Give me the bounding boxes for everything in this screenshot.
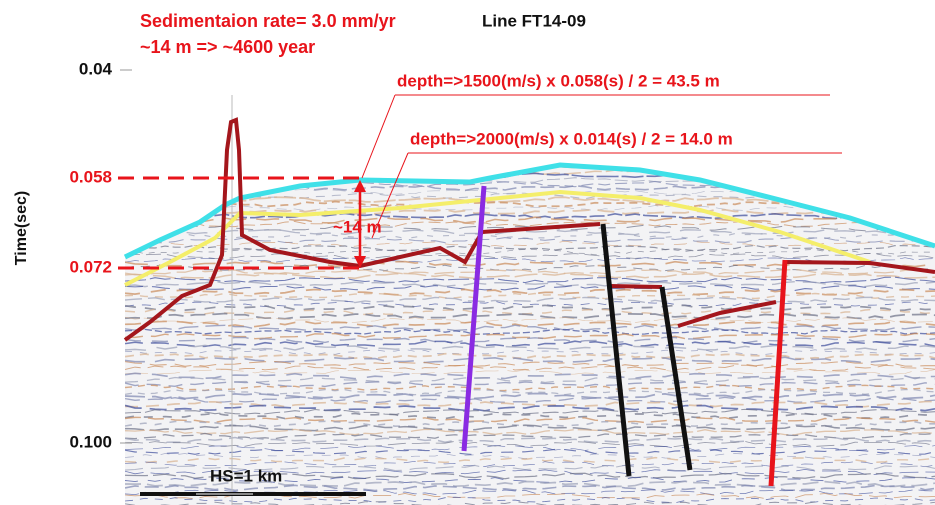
reflector [125,216,935,224]
arrow-head [354,180,366,192]
reflector [125,416,935,424]
red-horizon [785,260,935,274]
reflector [125,448,935,456]
fault [768,259,788,487]
reflector [125,456,935,464]
reflector [125,469,935,475]
reflector [125,428,935,436]
reflector [125,404,935,412]
reflector [125,165,935,168]
reflector [125,236,935,244]
reflector [125,328,935,336]
reflector [125,369,935,375]
seabed-horizon [123,162,935,260]
reflector [125,157,935,162]
reflector [125,257,935,263]
tick-label: 0.072 [69,257,112,276]
reflector [125,472,935,480]
axis-label: Time(sec) [13,191,30,265]
reflector [125,260,935,268]
reflector [125,244,935,252]
reflector [125,396,935,404]
reflector [125,249,935,256]
reflector [125,408,935,416]
reflector [125,436,935,444]
reflector [125,280,935,288]
line-title: Line FT14-09 [482,11,586,30]
tick-label: 0.058 [69,167,112,186]
reflector [125,253,935,260]
arrow-head [354,256,366,268]
reflector [125,208,935,215]
reflector [125,212,935,220]
reflector [125,381,935,388]
reflector [125,292,935,300]
reflector [125,204,935,212]
reflector [125,300,935,307]
reflector [125,284,935,291]
reflector [125,304,935,312]
reflector [125,424,935,432]
reflector [125,489,935,496]
reflector [125,372,935,380]
reflector [125,460,935,468]
tick-label: 0.04 [79,59,113,78]
scale-label: HS=1 km [210,466,282,485]
reflector [125,484,935,492]
reflector [125,356,935,364]
reflector [125,349,935,356]
red-horizon [609,284,663,289]
tick-label: 0.100 [69,432,112,451]
reflector [125,392,935,400]
fault [461,185,487,452]
age-text: ~14 m => ~4600 year [140,37,315,57]
reflector [125,464,935,472]
reflector [125,308,935,316]
reflector [125,344,935,351]
rate-text: Sedimentaion rate= 3.0 mm/yr [140,11,396,31]
reflector [125,268,935,276]
reflector [125,324,935,332]
reflector [125,240,935,247]
reflector [125,228,935,236]
reflector [125,445,935,451]
reflector [125,360,935,368]
reflector [125,420,935,428]
reflector [125,340,935,348]
reflector [125,480,935,488]
yellow-horizon [124,189,871,287]
reflector [125,376,935,384]
reflector [125,412,935,420]
reflector [125,316,935,323]
fault [659,286,693,471]
thickness-label: ~14 m [333,217,382,236]
reflector [125,440,935,448]
reflector [125,221,935,228]
reflector [125,476,935,484]
red-horizon [677,300,777,328]
reflector [125,276,935,284]
reflector [125,364,935,372]
reflector [125,272,935,280]
fault [600,223,632,477]
reflector [125,296,935,304]
depth-annotation: depth=>2000(m/s) x 0.014(s) / 2 = 14.0 m [410,129,733,148]
reflector [125,501,935,505]
red-horizon [123,117,601,342]
reflector [125,288,935,296]
depth-annotation: depth=>1500(m/s) x 0.058(s) / 2 = 43.5 m [397,71,720,90]
reflector [125,320,935,328]
reflector [125,384,935,392]
reflector [125,336,935,344]
reflector [125,496,935,504]
leader [361,94,396,179]
leader [371,152,409,239]
reflector [125,312,935,320]
